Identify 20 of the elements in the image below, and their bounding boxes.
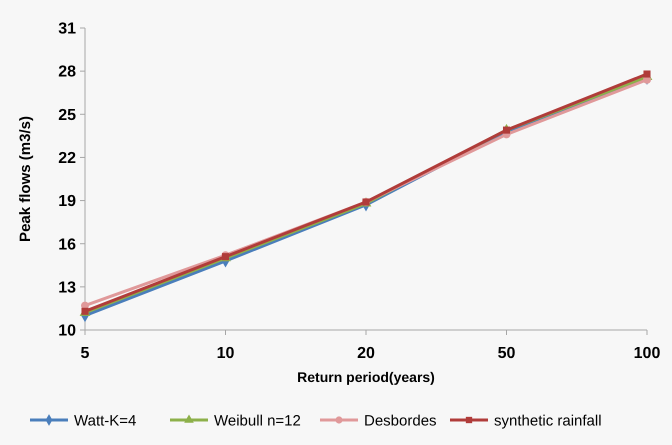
y-tick-label: 25 <box>58 106 76 124</box>
legend-label: Weibull n=12 <box>214 412 301 430</box>
y-tick-label: 16 <box>58 236 76 254</box>
y-tick-label: 10 <box>58 322 76 340</box>
x-axis-title: Return period(years) <box>297 369 435 385</box>
point <box>502 126 510 134</box>
y-axis-title: Peak flows (m3/s) <box>17 116 34 242</box>
y-tick-label: 31 <box>58 20 76 38</box>
y-tick-label: 28 <box>58 64 76 81</box>
y-tick-label: 22 <box>58 150 76 168</box>
legend-label: Desbordes <box>364 412 437 430</box>
y-tick-label: 13 <box>58 279 76 296</box>
legend-label: Watt-K=4 <box>74 412 136 430</box>
legend-label: synthetic rainfall <box>494 412 602 430</box>
x-tick-label: 10 <box>216 345 234 362</box>
x-tick-label: 100 <box>634 345 660 362</box>
x-tick-label: 50 <box>498 345 516 362</box>
y-tick-label: 19 <box>58 193 76 210</box>
x-tick-label: 5 <box>80 345 90 362</box>
x-tick-label: 20 <box>357 345 375 362</box>
